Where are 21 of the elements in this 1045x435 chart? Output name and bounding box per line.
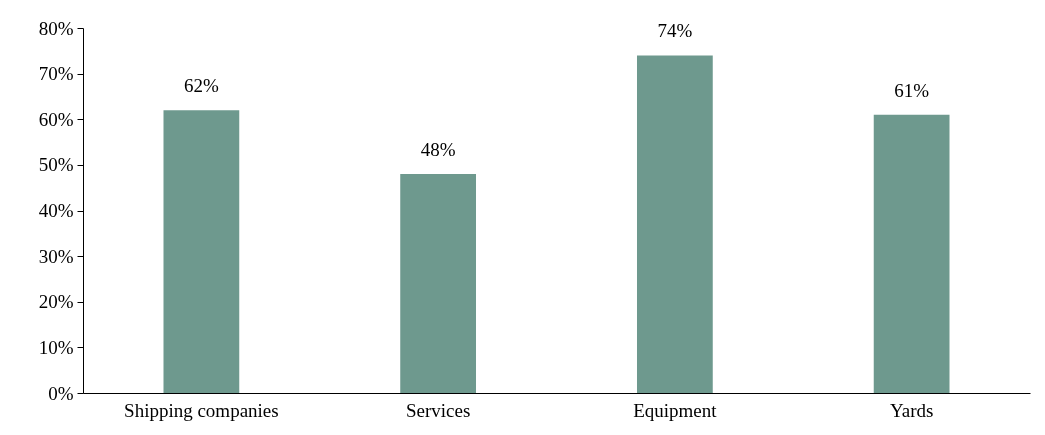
bar [163, 110, 240, 393]
y-tick-label: 80% [38, 17, 74, 39]
y-tick-label: 0% [48, 382, 74, 404]
bar [400, 174, 477, 393]
y-tick-label: 50% [38, 154, 74, 176]
x-tick-label: Services [405, 399, 471, 421]
y-tick-label: 60% [38, 108, 74, 130]
data-label: 62% [183, 75, 219, 97]
x-tick-label: Yards [889, 399, 934, 421]
y-tick-label: 10% [38, 336, 74, 358]
y-tick-label: 30% [38, 245, 74, 267]
y-tick-label: 40% [38, 200, 74, 221]
data-label: 48% [420, 139, 456, 160]
data-label: 74% [657, 20, 693, 42]
data-label: 61% [894, 79, 930, 101]
bar [637, 55, 713, 393]
y-tick-label: 20% [38, 291, 74, 313]
bar [873, 114, 950, 393]
x-tick-label: Shipping companies [124, 399, 279, 421]
y-tick-label: 70% [38, 63, 74, 85]
x-tick-label: Equipment [633, 399, 718, 421]
